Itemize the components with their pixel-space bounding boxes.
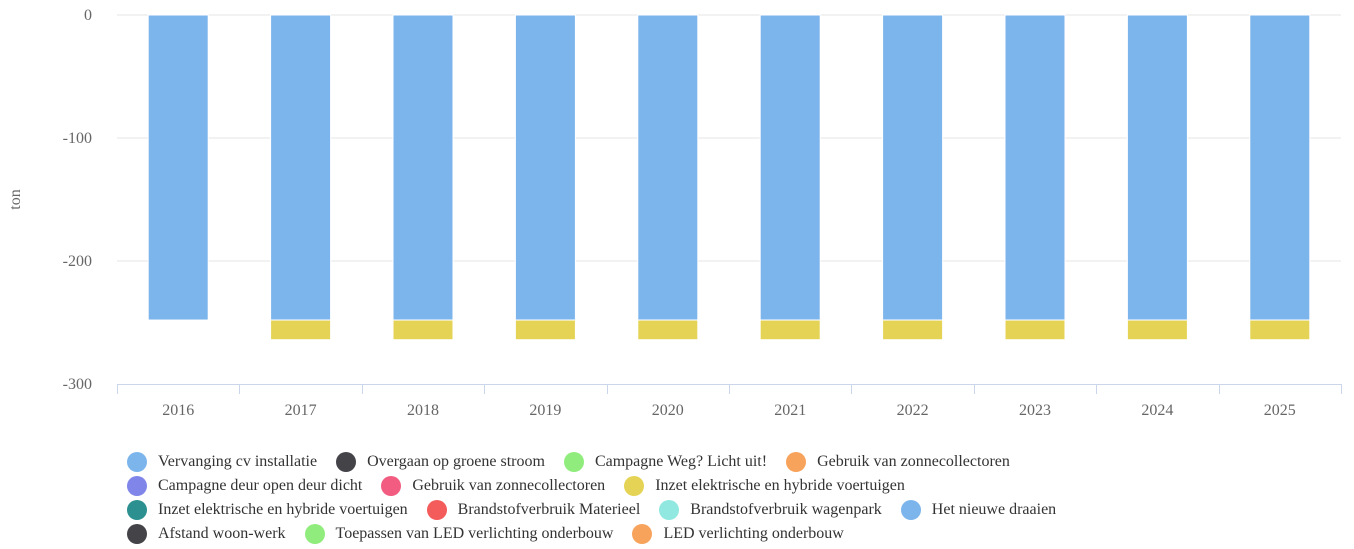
x-tick-label: 2017 xyxy=(285,402,317,419)
legend-swatch xyxy=(659,500,680,520)
legend-label: Brandstofverbruik Materieel xyxy=(457,501,641,518)
legend-item[interactable]: Toepassen van LED verlichting onderbouw xyxy=(304,522,614,546)
y-tick-label: -100 xyxy=(63,130,92,147)
legend-row: Afstand woon-werk Toepassen van LED verli… xyxy=(127,522,1327,546)
x-tick-label: 2019 xyxy=(529,402,561,419)
x-tick-label: 2023 xyxy=(1019,402,1051,419)
legend-row: Vervanging cv installatie Overgaan op gro… xyxy=(127,450,1327,474)
bar-segment xyxy=(1249,14,1311,321)
legend-swatch xyxy=(127,524,147,544)
x-tick-label: 2022 xyxy=(897,402,929,419)
bar-segment xyxy=(514,14,576,321)
legend-item[interactable]: Inzet elektrische en hybride voertuigen xyxy=(127,498,408,522)
legend-item[interactable]: Brandstofverbruik Materieel xyxy=(426,498,641,522)
legend-label: Overgaan op groene stroom xyxy=(367,453,545,470)
legend-label: Afstand woon-werk xyxy=(158,525,286,542)
bar-segment xyxy=(514,319,576,341)
bar-segment xyxy=(1004,319,1066,341)
legend-item[interactable]: Gebruik van zonnecollectoren xyxy=(786,450,1010,474)
legend-item[interactable]: Inzet elektrische en hybride voertuigen xyxy=(624,474,905,498)
bar-segment xyxy=(1249,319,1311,341)
axes: 0 -100 -200 -300 2016 2017 2018 2019 2020 2021 202… xyxy=(63,7,1342,419)
y-tick-label: 0 xyxy=(84,7,92,24)
chart-svg: 0 -100 -200 -300 2016 2017 2018 2019 2020 2021 202… xyxy=(7,7,1342,419)
bar-segment xyxy=(270,319,332,341)
x-tick-label: 2018 xyxy=(407,402,439,419)
legend-label: Het nieuwe draaien xyxy=(931,501,1057,518)
bar-segment xyxy=(270,14,332,321)
x-tick-label: 2025 xyxy=(1264,402,1296,419)
bar-segment xyxy=(882,14,944,321)
bar-segment xyxy=(147,14,209,321)
legend-row: Campagne deur open deur dicht Gebruik van… xyxy=(127,474,1327,498)
legend-swatch xyxy=(900,500,921,520)
legend-swatch xyxy=(426,500,447,520)
legend-swatch xyxy=(786,452,807,472)
legend-swatch xyxy=(127,452,147,472)
legend-item[interactable]: Afstand woon-werk xyxy=(127,522,286,546)
legend-label: Campagne deur open deur dicht xyxy=(158,477,363,494)
x-tick-label: 2020 xyxy=(652,402,684,419)
bar-segment xyxy=(392,14,454,321)
x-tick-label: 2021 xyxy=(774,402,806,419)
legend-item[interactable]: Overgaan op groene stroom xyxy=(336,450,545,474)
y-tick-label: -300 xyxy=(63,376,92,393)
legend-label: Gebruik van zonnecollectoren xyxy=(412,477,606,494)
y-tick-label: -200 xyxy=(63,253,92,270)
legend-item[interactable]: Campagne Weg? Licht uit! xyxy=(563,450,768,474)
legend-swatch xyxy=(563,452,584,472)
legend-swatch xyxy=(127,500,147,520)
legend-row: Inzet elektrische en hybride voertuigen B… xyxy=(127,498,1327,522)
bar-segment xyxy=(637,14,699,321)
bar-segment xyxy=(759,14,821,321)
legend-label: Inzet elektrische en hybride voertuigen xyxy=(655,477,905,494)
legend-swatch xyxy=(127,476,147,496)
bar-segment xyxy=(392,319,454,341)
bar-segment xyxy=(637,319,699,341)
legend-item[interactable]: Brandstofverbruik wagenpark xyxy=(659,498,882,522)
bar-segment xyxy=(1126,14,1188,321)
legend-item[interactable]: Vervanging cv installatie xyxy=(127,450,317,474)
x-tick-label: 2024 xyxy=(1141,402,1173,419)
legend-item[interactable]: Campagne deur open deur dicht xyxy=(127,474,362,498)
legend: Vervanging cv installatie Overgaan op gro… xyxy=(127,450,1327,546)
x-tick-label: 2016 xyxy=(162,402,194,419)
legend-label: Vervanging cv installatie xyxy=(158,453,318,470)
bar-segment xyxy=(1126,319,1188,341)
legend-label: Gebruik van zonnecollectoren xyxy=(817,453,1010,470)
legend-swatch xyxy=(336,452,357,472)
legend-label: LED verlichting onderbouw xyxy=(663,525,844,542)
legend-swatch xyxy=(304,524,325,544)
legend-item[interactable]: Gebruik van zonnecollectoren xyxy=(381,474,605,498)
legend-label: Brandstofverbruik wagenpark xyxy=(690,501,882,518)
legend-item[interactable]: LED verlichting onderbouw xyxy=(632,522,844,546)
bars xyxy=(147,14,1311,341)
legend-label: Toepassen van LED verlichting onderbouw xyxy=(335,525,614,542)
legend-label: Campagne Weg? Licht uit! xyxy=(594,453,768,470)
y-axis-title: ton xyxy=(7,189,24,209)
legend-swatch xyxy=(624,476,645,496)
bar-segment xyxy=(759,319,821,341)
bar-segment xyxy=(882,319,944,341)
legend-item[interactable]: Het nieuwe draaien xyxy=(900,498,1057,522)
bar-segment xyxy=(1004,14,1066,321)
legend-swatch xyxy=(381,476,402,496)
legend-swatch xyxy=(632,524,653,544)
legend-label: Inzet elektrische en hybride voertuigen xyxy=(158,501,408,518)
